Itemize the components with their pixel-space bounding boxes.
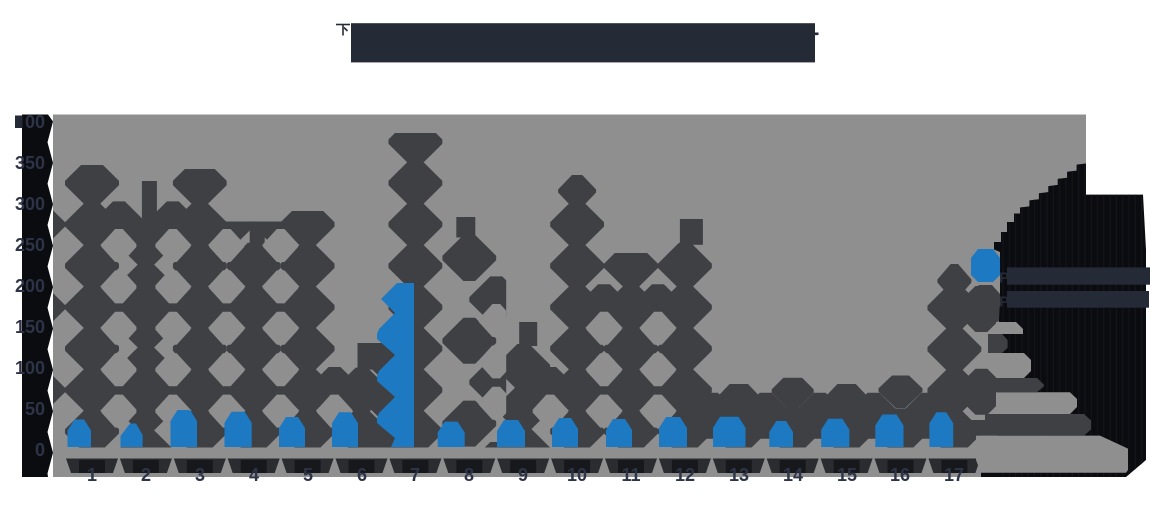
svg-text:16: 16 [890, 465, 910, 485]
svg-text:00: 00 [25, 112, 45, 132]
svg-text:13: 13 [729, 465, 749, 485]
svg-text:3: 3 [195, 465, 205, 485]
svg-text:150: 150 [15, 317, 45, 337]
svg-text:200: 200 [15, 276, 45, 296]
svg-text:50: 50 [25, 399, 45, 419]
svg-text:14: 14 [783, 465, 803, 485]
svg-text:P: P [999, 294, 1009, 311]
svg-text:350: 350 [15, 153, 45, 173]
svg-text:11: 11 [621, 465, 640, 485]
svg-text:9: 9 [518, 465, 528, 485]
svg-text:7: 7 [410, 465, 420, 485]
svg-text:6: 6 [357, 465, 367, 485]
svg-text:250: 250 [15, 235, 45, 255]
svg-text:17: 17 [944, 465, 964, 485]
svg-text:0: 0 [35, 440, 45, 460]
svg-text:1: 1 [87, 465, 97, 485]
svg-text:15: 15 [837, 465, 857, 485]
svg-text:8: 8 [464, 465, 474, 485]
svg-text:5: 5 [303, 465, 313, 485]
svg-text:10: 10 [567, 465, 587, 485]
svg-text:P: P [999, 270, 1009, 287]
svg-text:2: 2 [141, 465, 151, 485]
svg-text:4: 4 [249, 465, 259, 485]
svg-text:12: 12 [675, 465, 695, 485]
svg-text:100: 100 [15, 358, 45, 378]
svg-text:300: 300 [15, 194, 45, 214]
